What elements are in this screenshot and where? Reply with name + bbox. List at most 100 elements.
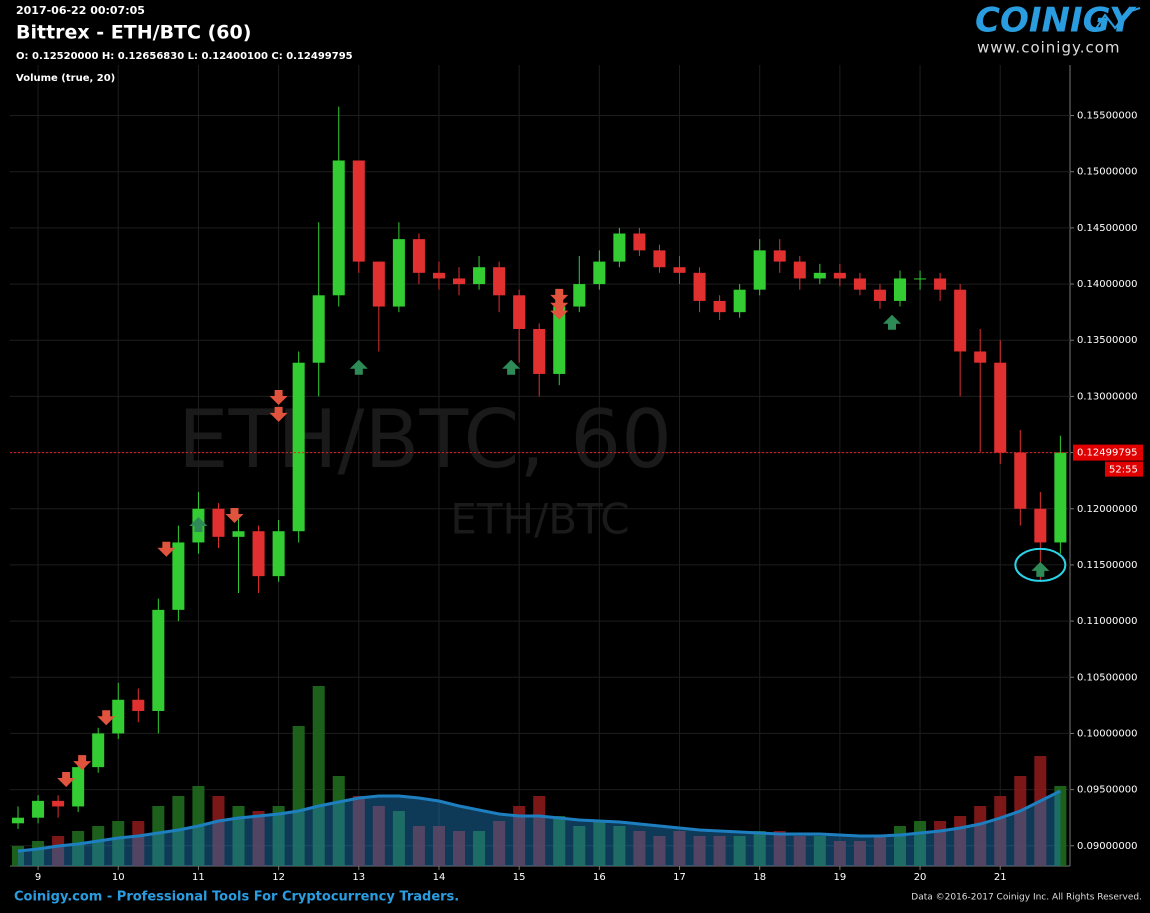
candle-body xyxy=(453,278,466,285)
volume-bar xyxy=(633,831,646,866)
sell-signal xyxy=(269,390,288,406)
sell-signal xyxy=(550,288,569,304)
candle-body xyxy=(533,329,546,374)
candle-body xyxy=(853,278,866,290)
y-tick-label: 0.14000000 xyxy=(1077,279,1137,290)
candle-body xyxy=(873,289,886,301)
footer-right: Data ©2016-2017 Coinigy Inc. All Rights … xyxy=(911,893,1142,903)
watermark-sub: ETH/BTC xyxy=(450,495,629,544)
volume-bar xyxy=(92,826,105,866)
volume-bar xyxy=(432,826,445,866)
volume-bar xyxy=(1054,786,1067,866)
buy-signal xyxy=(502,359,521,375)
logo: COINIGY xyxy=(975,1,1137,41)
volume-bar xyxy=(252,811,265,866)
candle-body xyxy=(152,609,165,711)
volume-bar xyxy=(212,796,225,866)
candle-body xyxy=(372,261,385,307)
volume-bar xyxy=(713,836,726,866)
candle-body xyxy=(613,233,626,262)
candle-body xyxy=(473,267,486,285)
candle-body xyxy=(112,699,125,734)
volume-bar xyxy=(372,806,385,866)
timestamp: 2017-06-22 00:07:05 xyxy=(16,4,145,17)
volume-bar xyxy=(292,726,305,866)
candle-body xyxy=(412,239,425,273)
volume-bar xyxy=(693,836,706,866)
volume-bar xyxy=(72,831,85,866)
volume-bar xyxy=(533,796,546,866)
y-tick-label: 0.10000000 xyxy=(1077,728,1137,739)
candle-body xyxy=(232,531,245,537)
candle-body xyxy=(573,284,586,307)
candle-body xyxy=(994,362,1007,453)
x-tick-label: 19 xyxy=(834,872,847,883)
title: Bittrex - ETH/BTC (60) xyxy=(16,22,251,44)
candle-body xyxy=(292,362,305,532)
volume-bar xyxy=(272,806,285,866)
x-tick-label: 18 xyxy=(753,872,766,883)
volume-bar xyxy=(673,831,686,866)
volume-bar xyxy=(1034,756,1047,866)
candle-body xyxy=(1054,452,1067,543)
x-tick-label: 16 xyxy=(593,872,606,883)
candle-body xyxy=(493,267,506,296)
volume-bar xyxy=(653,836,666,866)
candle-body xyxy=(212,508,225,537)
candle-body xyxy=(1034,508,1047,543)
candle-body xyxy=(1014,452,1027,509)
volume-bar xyxy=(352,796,365,866)
candle-body xyxy=(713,300,726,313)
candle-body xyxy=(593,261,606,285)
y-tick-label: 0.11500000 xyxy=(1077,560,1137,571)
candle-body xyxy=(332,160,345,296)
y-tick-label: 0.10500000 xyxy=(1077,672,1137,683)
candle-body xyxy=(633,233,646,251)
volume-bar xyxy=(513,806,526,866)
candle-body xyxy=(894,278,907,301)
logo-icon xyxy=(1094,7,1141,31)
volume-bar xyxy=(793,836,806,866)
candle-body xyxy=(974,351,987,363)
sell-signal xyxy=(550,304,569,320)
volume-bar xyxy=(473,831,486,866)
candle-body xyxy=(352,160,365,262)
candle-body xyxy=(793,261,806,279)
sell-signal xyxy=(97,710,116,726)
volume-bar xyxy=(132,821,145,866)
candle-body xyxy=(272,531,285,577)
candle-body xyxy=(914,278,927,280)
candle-body xyxy=(252,531,265,577)
volume-bar xyxy=(412,826,425,866)
last-price-tag xyxy=(1073,444,1143,461)
logo-url: www.coinigy.com xyxy=(977,39,1121,57)
volume-bar xyxy=(312,686,325,866)
volume-bar xyxy=(453,831,466,866)
y-tick-label: 0.15000000 xyxy=(1077,167,1137,178)
countdown-label: 52:55 xyxy=(1109,465,1138,476)
volume-bar xyxy=(1014,776,1027,866)
volume-bar xyxy=(974,806,987,866)
x-tick-label: 17 xyxy=(673,872,686,883)
candle-body xyxy=(52,800,65,807)
candle-body xyxy=(693,272,706,301)
x-tick-label: 21 xyxy=(994,872,1007,883)
volume-bar xyxy=(112,821,125,866)
volume-bar xyxy=(553,816,566,866)
candle-body xyxy=(72,767,85,807)
y-tick-label: 0.09500000 xyxy=(1077,785,1137,796)
candle-body xyxy=(32,800,45,818)
y-tick-label: 0.11000000 xyxy=(1077,616,1137,627)
candle-body xyxy=(733,289,746,313)
candle-body xyxy=(934,278,947,290)
volume-bar xyxy=(493,821,506,866)
candle-body xyxy=(513,295,526,330)
candle-body xyxy=(172,542,185,610)
x-tick-label: 15 xyxy=(513,872,526,883)
ohlc: O: 0.12520000 H: 0.12656830 L: 0.1240010… xyxy=(16,51,353,62)
x-tick-label: 9 xyxy=(35,872,41,883)
volume-bar xyxy=(573,826,586,866)
volume-bar xyxy=(332,776,345,866)
